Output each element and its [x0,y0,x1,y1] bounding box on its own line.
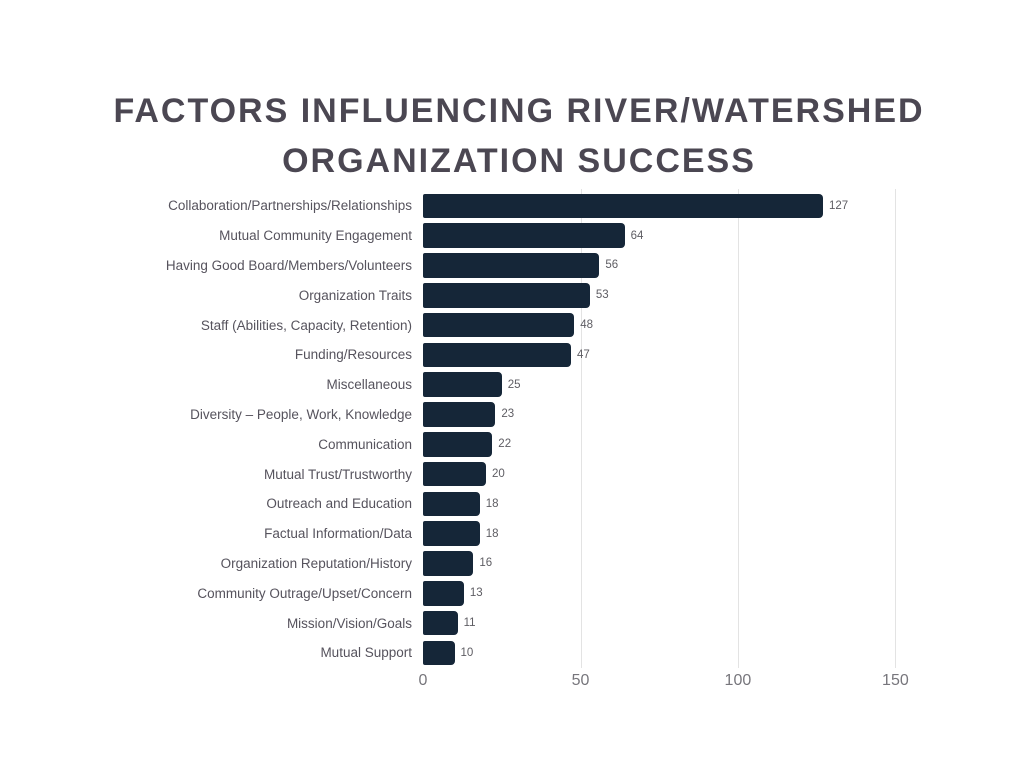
category-label: Funding/Resources [294,347,412,363]
category-label: Mutual Support [320,645,412,661]
bar [423,312,575,338]
bar-row: Mutual Trust/Trustworthy 20 [0,459,1024,489]
category-label: Factual Information/Data [264,526,412,542]
category-label: Diversity – People, Work, Knowledge [190,406,412,422]
x-tick-label: 50 [571,672,590,689]
category-label: Collaboration/Partnerships/Relationships [168,198,412,214]
bar-row: Funding/Resources 47 [0,340,1024,370]
gridline-50 [580,189,582,668]
bar-row: Diversity – People, Work, Knowledge 23 [0,400,1024,430]
value-label: 13 [469,587,483,600]
bar [423,461,486,487]
bar-row: Communication 22 [0,429,1024,459]
bar-row: Community Outrage/Upset/Concern 13 [0,578,1024,608]
x-axis-tick-labels: 0 50 100 150 [0,670,1024,694]
bar [423,402,496,427]
value-label: 10 [460,646,474,659]
x-tick-label: 150 [882,672,909,689]
value-label: 11 [463,617,476,630]
category-label: Community Outrage/Upset/Concern [197,585,412,601]
bar-rows: Collaboration/Partnerships/Relationships… [0,191,1024,668]
category-label: Outreach and Education [266,496,412,512]
bar-row: Factual Information/Data 18 [0,519,1024,549]
bar [423,223,625,248]
value-label: 18 [485,497,499,510]
bar [423,640,455,666]
bar [423,283,590,308]
gridline-100 [737,189,739,668]
value-label: 20 [492,468,505,481]
chart-title: FACTORS INFLUENCING RIVER/WATERSHED ORGA… [113,92,925,180]
x-tick-label: 100 [724,672,752,689]
value-label: 23 [501,408,515,421]
bar [423,551,474,576]
bar-row: Having Good Board/Members/Volunteers 56 [0,251,1024,281]
category-label: Mutual Community Engagement [219,228,412,244]
category-label: Organization Reputation/History [220,555,412,571]
category-label: Staff (Abilities, Capacity, Retention) [200,317,412,333]
value-label: 56 [605,259,619,272]
bar-row: Miscellaneous 25 [0,370,1024,400]
bar [423,521,480,546]
value-label: 47 [577,348,590,361]
bar-row: Staff (Abilities, Capacity, Retention) 48 [0,310,1024,340]
bar [423,610,458,636]
bar-row: Mutual Support 10 [0,638,1024,668]
value-label: 64 [630,229,644,242]
bar-row: Mission/Vision/Goals 11 [0,608,1024,638]
bar-row: Mutual Community Engagement 64 [0,221,1024,251]
category-label: Organization Traits [298,287,412,303]
x-tick-label: 0 [418,672,428,689]
bar [423,342,571,368]
value-label: 53 [595,289,609,302]
gridline-150 [895,189,897,668]
bar-row: Organization Reputation/History 16 [0,549,1024,579]
bar-row: Organization Traits 53 [0,280,1024,310]
value-label: 16 [479,557,493,570]
value-label: 18 [485,527,499,540]
bar [423,581,464,606]
bar [423,491,480,517]
value-label: 25 [507,378,521,391]
bar [423,193,823,219]
category-label: Having Good Board/Members/Volunteers [165,257,412,273]
value-label: 22 [498,438,512,451]
bar-row: Outreach and Education 18 [0,489,1024,519]
bar [423,253,600,278]
value-label: 127 [829,199,849,212]
category-label: Miscellaneous [326,377,412,393]
bar [423,432,493,457]
category-label: Mutual Trust/Trustworthy [263,466,412,482]
bar-chart-plot-area: Collaboration/Partnerships/Relationships… [0,189,1024,689]
bar [423,372,502,397]
bar-row: Collaboration/Partnerships/Relationships… [0,191,1024,221]
category-label: Communication [318,436,412,452]
category-label: Mission/Vision/Goals [286,615,412,631]
value-label: 48 [580,319,593,332]
